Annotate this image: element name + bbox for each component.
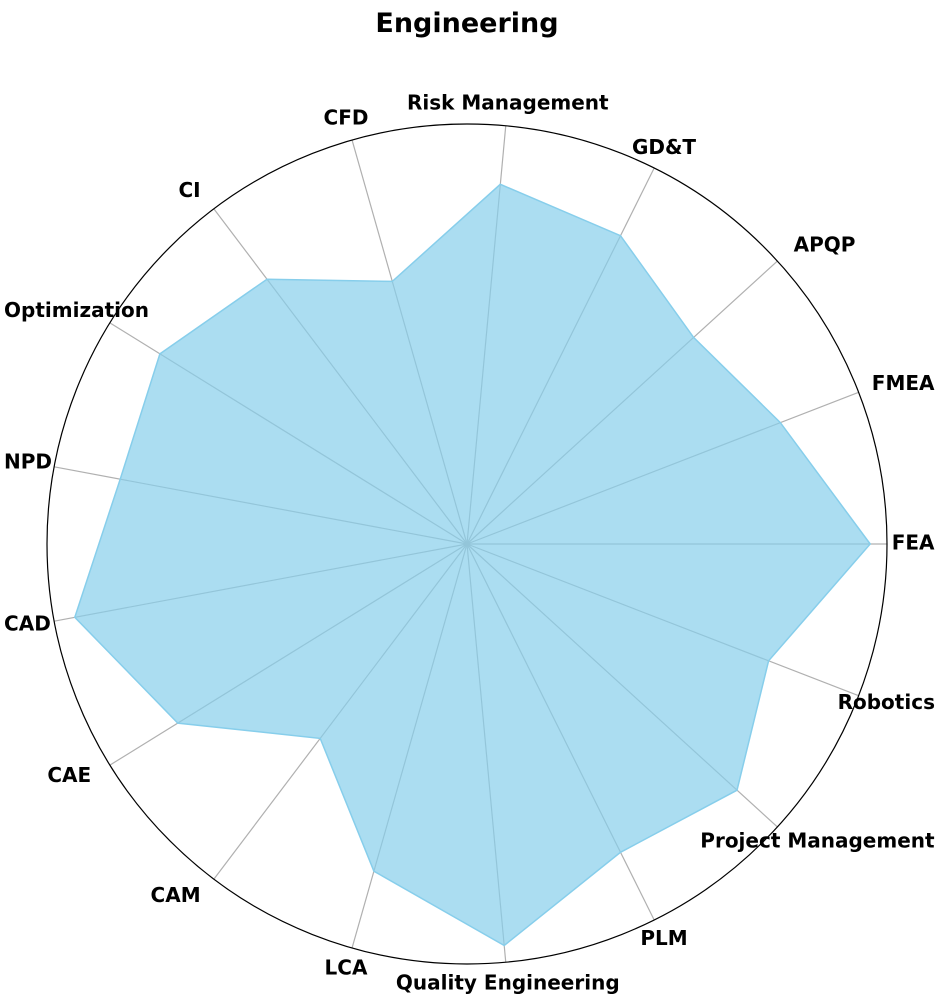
outer-circle (46, 123, 888, 965)
axis-label-project-management: Project Management (700, 828, 935, 852)
category-labels: FEA FMEA APQP GD&T Risk Management CFD CI Optim… (4, 90, 935, 994)
chart-title: Engineering (375, 8, 558, 39)
axis-label-fmea: FMEA (872, 371, 935, 395)
axis-label-ci: CI (178, 178, 200, 202)
axis-label-cad: CAD (4, 612, 51, 636)
axis-label-risk-management: Risk Management (407, 90, 609, 114)
axis-label-quality-engineering: Quality Engineering (396, 971, 620, 995)
axis-label-gdandt: GD&T (632, 135, 696, 159)
axis-label-cae: CAE (47, 763, 91, 787)
axis-label-cam: CAM (151, 883, 201, 907)
data-area (73, 183, 872, 947)
axis-label-fea: FEA (892, 531, 935, 555)
axis-label-optimization: Optimization (4, 298, 149, 322)
axis-label-npd: NPD (4, 449, 52, 473)
series-area (73, 183, 872, 947)
axis-label-lca: LCA (325, 956, 368, 980)
axis-label-robotics: Robotics (838, 690, 935, 714)
axis-label-apqp: APQP (794, 233, 856, 257)
axis-label-cfd: CFD (324, 105, 369, 129)
axis-label-plm: PLM (640, 926, 687, 950)
